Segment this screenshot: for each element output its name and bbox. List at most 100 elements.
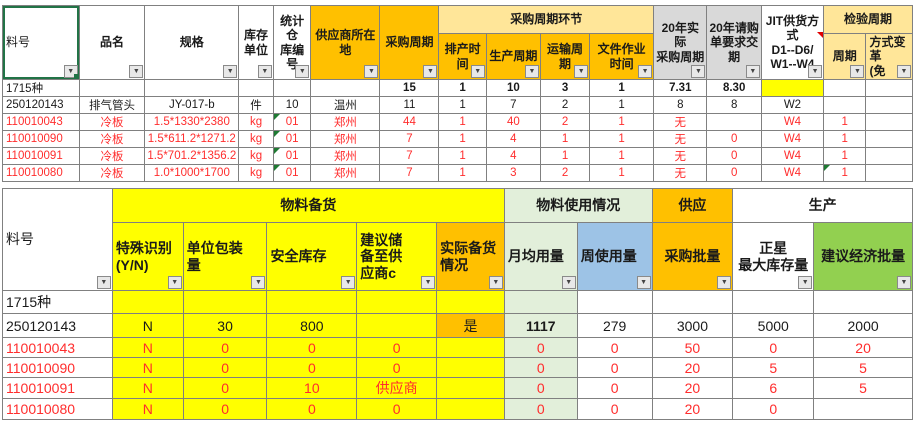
cell[interactable]: 7 — [379, 147, 440, 165]
cell[interactable]: 1.5*701.2*1356.2 — [144, 147, 240, 165]
cell[interactable]: 110010080 — [2, 398, 113, 420]
col-purchase-batch[interactable]: 采购批量 ▼ — [651, 222, 734, 291]
cell[interactable]: kg — [238, 130, 274, 148]
cell[interactable]: 110010043 — [2, 337, 113, 358]
cell[interactable]: 2 — [539, 164, 591, 182]
cell[interactable]: W4 — [760, 147, 825, 165]
cell[interactable]: kg — [238, 147, 274, 165]
cell[interactable]: 10 — [266, 377, 358, 399]
cell[interactable]: 是 — [436, 313, 505, 338]
cell[interactable]: 郑州 — [310, 113, 381, 131]
filter-dropdown-icon[interactable]: ▼ — [524, 65, 539, 78]
cell[interactable]: 20 — [813, 337, 913, 358]
cell[interactable]: W2 — [760, 96, 825, 114]
cell[interactable]: 冷板 — [78, 147, 146, 165]
cell[interactable]: 郑州 — [310, 147, 381, 165]
cell[interactable] — [732, 290, 815, 314]
cell[interactable]: 0 — [356, 398, 438, 420]
cell[interactable]: 无 — [653, 130, 708, 148]
cell[interactable]: 5000 — [732, 313, 815, 338]
col-special-id[interactable]: 特殊识别 (Y/N) ▼ — [111, 222, 184, 291]
cell[interactable]: 110010080 — [2, 164, 80, 182]
cell[interactable]: 1715种 — [2, 79, 80, 97]
banner-production[interactable]: 生产 — [732, 188, 913, 223]
cell[interactable] — [266, 290, 358, 314]
cell[interactable] — [144, 79, 240, 97]
cell[interactable]: 1 — [823, 130, 867, 148]
cell[interactable]: 0 — [503, 377, 578, 399]
cell[interactable] — [111, 290, 184, 314]
cell[interactable] — [823, 79, 867, 97]
cell[interactable]: 1 — [438, 113, 487, 131]
cell[interactable]: N — [111, 357, 184, 378]
cell[interactable]: 6 — [732, 377, 815, 399]
cell[interactable]: 0 — [266, 337, 358, 358]
filter-dropdown-icon[interactable]: ▼ — [850, 65, 865, 78]
col-document-processing-time[interactable]: 文件作业时间 ▼ — [589, 33, 655, 80]
cell[interactable]: 800 — [266, 313, 358, 338]
filter-dropdown-icon[interactable]: ▼ — [638, 65, 653, 78]
cell[interactable]: 8 — [653, 96, 708, 114]
col-weekly-usage[interactable]: 周使用量 ▼ — [576, 222, 653, 291]
cell[interactable]: 4 — [485, 147, 541, 165]
cell[interactable]: 0 — [182, 377, 268, 399]
cell[interactable]: 1 — [438, 147, 487, 165]
cell[interactable]: 0 — [266, 357, 358, 378]
cell[interactable]: 1 — [589, 164, 655, 182]
banner-material-stocking[interactable]: 物料备货 — [111, 188, 505, 223]
cell[interactable]: 1 — [438, 130, 487, 148]
cell[interactable]: 排气管头 — [78, 96, 146, 114]
cell[interactable]: 4 — [485, 130, 541, 148]
cell[interactable]: 温州 — [310, 96, 381, 114]
cell[interactable]: 10 — [272, 96, 312, 114]
col-suggest-stock-at-supplier[interactable]: 建议储 备至供 应商c ▼ — [356, 222, 438, 291]
filter-dropdown-icon[interactable]: ▼ — [808, 65, 823, 78]
cell[interactable] — [436, 290, 505, 314]
col-transport-cycle[interactable]: 运输周期 ▼ — [539, 33, 591, 80]
cell[interactable] — [813, 290, 913, 314]
cell[interactable]: 1.5*611.2*1271.2 — [144, 130, 240, 148]
col-zhengxing-max-stock[interactable]: 正星 最大库存量 ▼ — [732, 222, 815, 291]
cell[interactable]: 1 — [589, 147, 655, 165]
cell[interactable] — [436, 357, 505, 378]
col-production-cycle[interactable]: 生产周期 ▼ — [485, 33, 541, 80]
col-requisition-due-date-20[interactable]: 20年请购 单要求交期 ▼ — [706, 5, 762, 80]
cell[interactable]: 8.30 — [706, 79, 762, 97]
filter-dropdown-icon[interactable]: ▼ — [798, 276, 813, 289]
cell[interactable]: 2 — [539, 96, 591, 114]
cell[interactable] — [651, 290, 734, 314]
cell[interactable] — [706, 113, 762, 131]
cell[interactable]: 110010091 — [2, 377, 113, 399]
cell[interactable] — [865, 164, 913, 182]
banner-supply[interactable]: 供应 — [651, 188, 734, 223]
cell[interactable]: 0 — [356, 357, 438, 378]
cell[interactable]: 110010090 — [2, 357, 113, 378]
col-jit-supply-mode[interactable]: JIT供货方式 D1--D6/ W1--W4 ▼ — [760, 5, 825, 80]
col-actual-stocking-status[interactable]: 实际备货 情况 ▼ — [436, 222, 505, 291]
cell[interactable] — [238, 79, 274, 97]
cell[interactable] — [503, 290, 578, 314]
cell[interactable]: 郑州 — [310, 164, 381, 182]
cell[interactable]: 冷板 — [78, 113, 146, 131]
col-stock-unit[interactable]: 库存 单位 ▼ — [238, 5, 274, 80]
filter-dropdown-icon[interactable]: ▼ — [470, 65, 485, 78]
cell[interactable]: 1 — [589, 96, 655, 114]
col-unit-pack-qty[interactable]: 单位包装 量 ▼ — [182, 222, 268, 291]
cell[interactable]: 0 — [706, 147, 762, 165]
cell[interactable]: 01 — [272, 147, 312, 165]
cell[interactable]: 110010043 — [2, 113, 80, 131]
filter-dropdown-icon[interactable]: ▼ — [251, 276, 266, 289]
cell[interactable]: 3000 — [651, 313, 734, 338]
cell[interactable]: kg — [238, 164, 274, 182]
col-actual-purchase-cycle-20[interactable]: 20年实际 采购周期 ▼ — [653, 5, 708, 80]
banner-material-usage[interactable]: 物料使用情况 — [503, 188, 653, 223]
filter-dropdown-icon[interactable]: ▼ — [421, 276, 436, 289]
cell[interactable]: N — [111, 337, 184, 358]
cell[interactable]: 0 — [356, 337, 438, 358]
cell[interactable]: 郑州 — [310, 130, 381, 148]
cell[interactable]: 1.0*1000*1700 — [144, 164, 240, 182]
cell[interactable]: 2000 — [813, 313, 913, 338]
cell[interactable] — [760, 79, 825, 97]
col-method-change[interactable]: 方式变 革 (免 ▼ — [865, 33, 913, 80]
col-purchase-cycle[interactable]: 采购周期 ▼ — [379, 5, 440, 80]
